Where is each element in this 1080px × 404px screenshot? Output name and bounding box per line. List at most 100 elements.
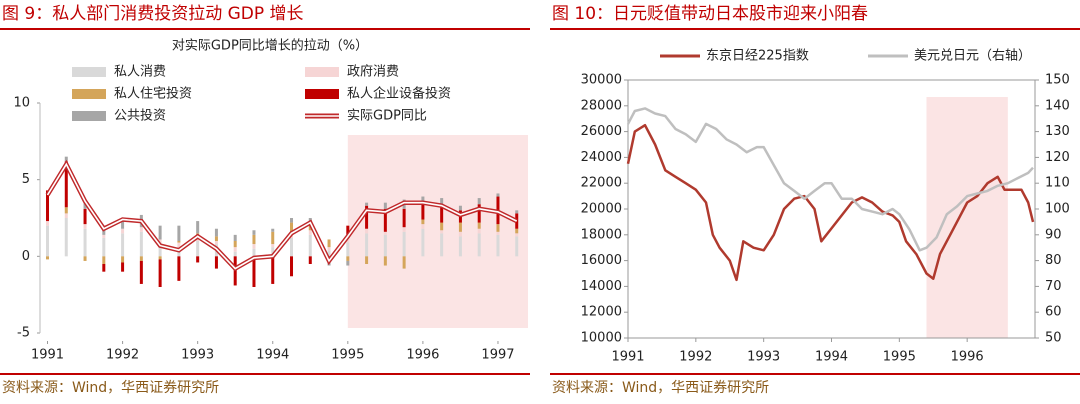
bar-segment — [346, 242, 350, 257]
legend-label: 实际GDP同比 — [347, 109, 427, 124]
y-tick-label: 26000 — [581, 124, 622, 139]
bar-segment — [458, 222, 462, 232]
bar-segment — [83, 256, 87, 261]
bar-segment — [158, 259, 162, 287]
bar-segment — [177, 256, 181, 281]
x-tick-label: 1992 — [679, 350, 712, 365]
bar-segment — [421, 219, 425, 225]
bar-segment — [64, 207, 68, 214]
bar-segment — [346, 256, 350, 261]
legend-label: 美元兑日元（右轴） — [914, 49, 1031, 64]
bar-segment — [346, 237, 350, 243]
bar-segment — [458, 205, 462, 211]
y-tick-label: 10000 — [581, 331, 622, 346]
x-tick-label: 1995 — [883, 350, 916, 365]
y-tick-label: 30000 — [581, 73, 622, 88]
bar-segment — [102, 237, 106, 257]
bar-segment — [121, 262, 125, 272]
bar-segment — [177, 241, 181, 243]
bar-segment — [233, 247, 237, 252]
line-inner — [46, 162, 518, 270]
bar-segment — [402, 256, 406, 269]
y2-tick-label: 100 — [1045, 202, 1070, 217]
y2-tick-label: 90 — [1045, 227, 1062, 242]
bar-segment — [46, 225, 50, 257]
bar-segment — [121, 256, 125, 263]
legend-label: 公共投资 — [114, 108, 166, 124]
bar-segment — [121, 228, 125, 234]
legend-label: 私人住宅投资 — [114, 86, 192, 102]
y2-tick-label: 60 — [1045, 305, 1062, 320]
bar-segment — [214, 228, 218, 237]
bar-segment — [477, 233, 481, 257]
y-tick-label: 16000 — [581, 253, 622, 268]
x-tick-label: 1993 — [181, 348, 214, 363]
legend-label: 政府消费 — [347, 65, 399, 80]
bar-segment — [477, 228, 481, 234]
bar-segment — [271, 228, 275, 232]
legend-swatch — [72, 89, 106, 99]
bar-segment — [139, 256, 143, 261]
legend-swatch — [72, 67, 106, 77]
bar-segment — [290, 222, 294, 234]
bar-segment — [421, 196, 425, 205]
bar-segment — [496, 224, 500, 232]
x-tick-label: 1996 — [406, 348, 439, 363]
y-tick-label: 5 — [22, 172, 30, 187]
bar-segment — [252, 248, 256, 257]
bar-segment — [421, 228, 425, 257]
bar-segment — [196, 256, 200, 263]
line — [626, 123, 1035, 282]
y-tick-label: 12000 — [581, 305, 622, 320]
bar-segment — [290, 218, 294, 223]
y2-tick-label: 70 — [1045, 279, 1062, 294]
bar-segment — [440, 204, 444, 223]
source: 资料来源：Wind，华西证券研究所 — [552, 380, 769, 396]
bar-segment — [383, 208, 387, 232]
y2-tick-label: 120 — [1045, 150, 1070, 165]
bar-segment — [327, 247, 331, 251]
bar-segment — [383, 256, 387, 266]
x-tick-label: 1992 — [106, 348, 139, 363]
bar-segment — [365, 205, 369, 229]
x-tick-label: 1995 — [331, 348, 364, 363]
y2-tick-label: 80 — [1045, 253, 1062, 268]
bar-segment — [308, 234, 312, 257]
bar-segment — [383, 202, 387, 209]
bar-segment — [271, 231, 275, 245]
bar-segment — [440, 222, 444, 231]
bar-segment — [271, 256, 275, 284]
bar-segment — [214, 256, 218, 269]
highlight — [926, 97, 1008, 338]
x-tick-label: 1993 — [747, 350, 780, 365]
line — [626, 107, 1034, 252]
y2-tick-label: 110 — [1045, 176, 1070, 191]
bar-segment — [458, 231, 462, 237]
bar-segment — [46, 256, 50, 260]
bar-segment — [158, 242, 162, 257]
bar-segment — [383, 231, 387, 235]
bar-segment — [496, 231, 500, 235]
bar-segment — [402, 208, 406, 228]
y-tick-label: 28000 — [581, 98, 622, 113]
bar-segment — [383, 234, 387, 257]
bar-segment — [440, 198, 444, 205]
bar-segment — [214, 241, 218, 245]
bar-segment — [158, 256, 162, 260]
bar-segment — [139, 227, 143, 232]
bar-segment — [477, 198, 481, 205]
x-tick-label: 1996 — [951, 350, 984, 365]
y2-tick-label: 50 — [1045, 331, 1062, 346]
bar-segment — [496, 193, 500, 197]
bar-segment — [458, 236, 462, 257]
bar-segment — [64, 156, 68, 162]
y2-tick-label: 150 — [1045, 73, 1070, 88]
bar-segment — [402, 227, 406, 232]
bar-segment — [121, 218, 125, 229]
bar-segment — [421, 204, 425, 220]
bar-segment — [64, 218, 68, 257]
chart-title: 图 9：私人部门消费投资拉动 GDP 增长 — [2, 4, 304, 24]
bar-segment — [308, 256, 312, 264]
y-tick-label: 22000 — [581, 176, 622, 191]
y-tick-label: 18000 — [581, 227, 622, 242]
